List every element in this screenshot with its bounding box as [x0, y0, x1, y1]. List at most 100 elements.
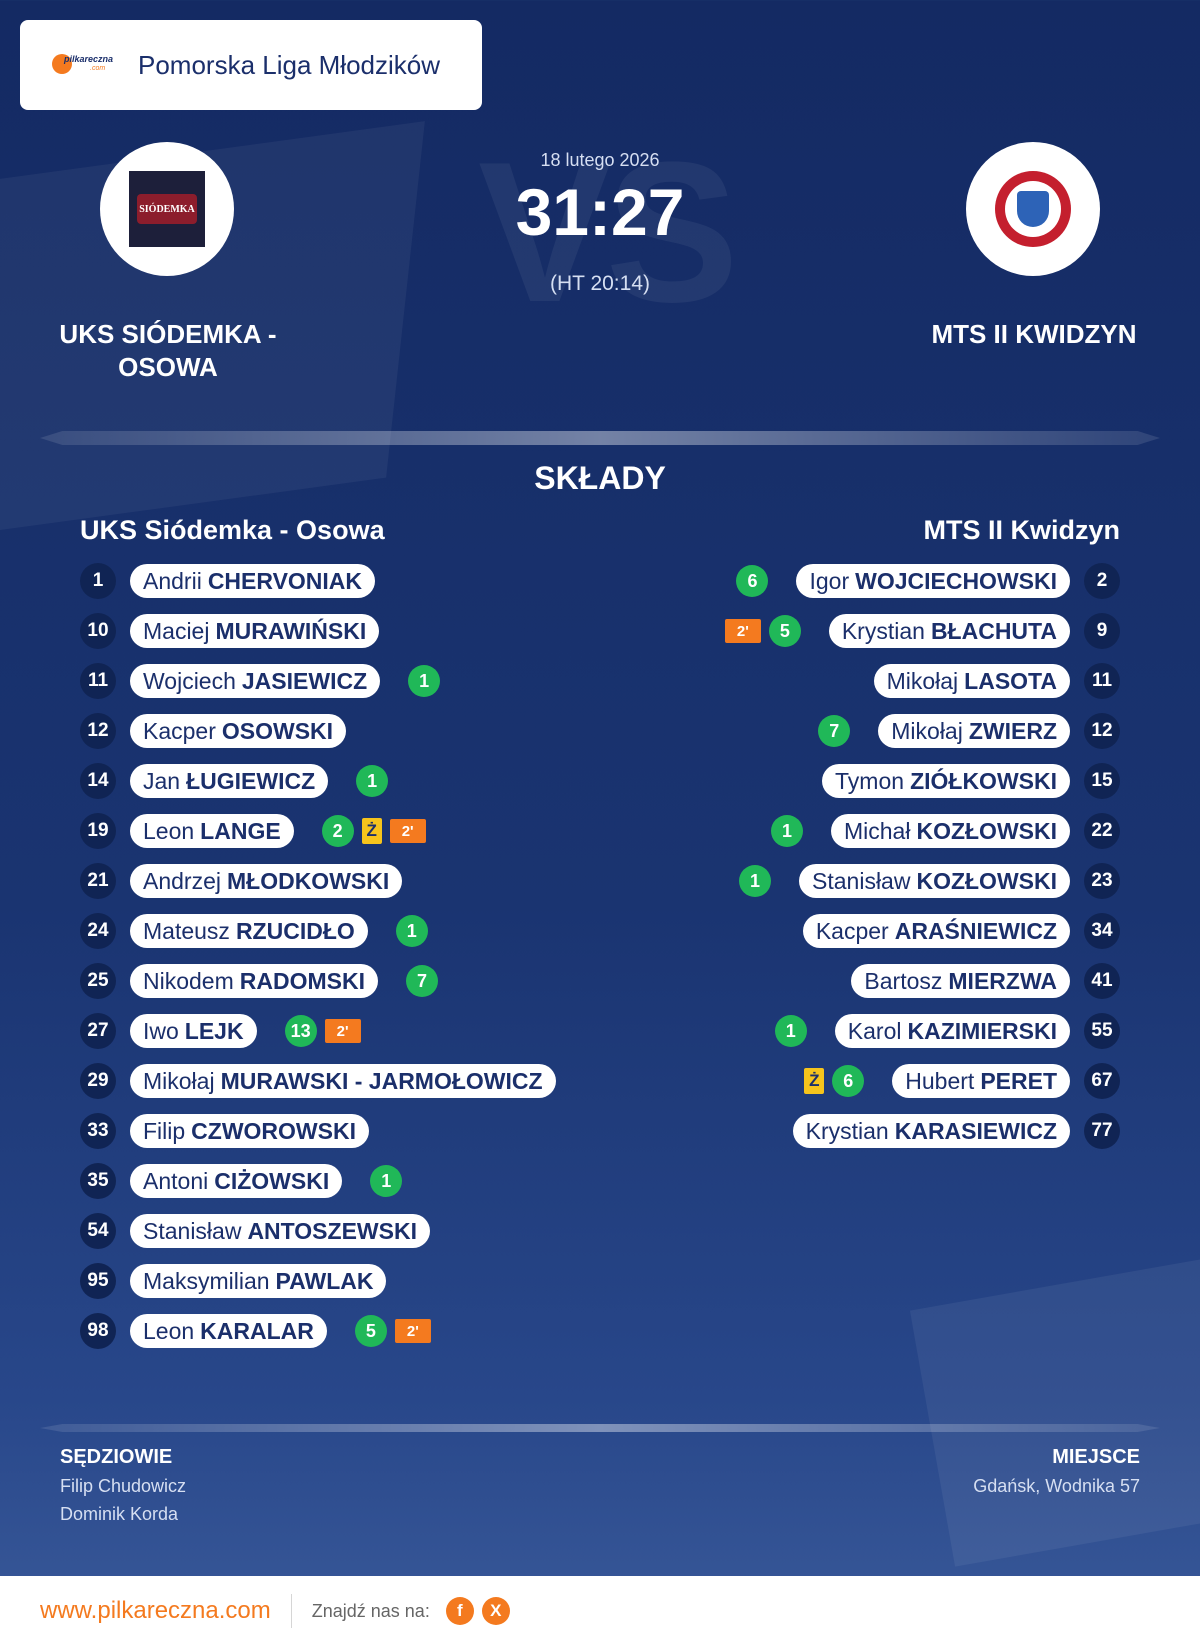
- player-first-name: Andrzej: [143, 867, 221, 894]
- player-stats: 1: [370, 1165, 403, 1197]
- player-last-name: LASOTA: [964, 667, 1057, 694]
- player-stats: 1: [774, 1015, 807, 1047]
- player-name: Filip CZWOROWSKI: [130, 1114, 369, 1148]
- goals-badge: 13: [284, 1015, 317, 1047]
- player-name: Antoni CIŻOWSKI: [130, 1164, 343, 1198]
- player-first-name: Iwo: [143, 1017, 179, 1044]
- player-stats: 1: [739, 865, 772, 897]
- player-first-name: Antoni: [143, 1167, 209, 1194]
- player-number: 35: [80, 1163, 116, 1199]
- home-team-logo: SIÓDEMKA: [100, 142, 234, 276]
- player-row: 33 Filip CZWOROWSKI: [80, 1113, 373, 1149]
- player-row: 1 Andrii CHERVONIAK: [80, 563, 379, 599]
- player-number: 15: [1084, 763, 1120, 799]
- player-number: 98: [80, 1313, 116, 1349]
- player-stats: 7: [406, 965, 438, 997]
- facebook-icon[interactable]: f: [445, 1597, 474, 1625]
- venue-address: Gdańsk, Wodnika 57: [973, 1476, 1140, 1496]
- player-name: Iwo LEJK: [130, 1014, 257, 1048]
- player-number: 11: [1084, 663, 1120, 699]
- player-name: Andrzej MŁODKOWSKI: [130, 864, 403, 898]
- player-name: Bartosz MIERZWA: [851, 964, 1070, 998]
- player-row: 77 Krystian KARASIEWICZ: [789, 1113, 1120, 1149]
- player-last-name: MURAWSKI - JARMOŁOWICZ: [220, 1067, 543, 1094]
- player-stats: 1: [770, 815, 803, 847]
- goals-badge: 1: [408, 665, 441, 697]
- player-stats: 1: [408, 665, 441, 697]
- player-first-name: Mikołaj: [143, 1067, 215, 1094]
- player-first-name: Maksymilian: [143, 1267, 270, 1294]
- player-name: Mikołaj MURAWSKI - JARMOŁOWICZ: [130, 1064, 556, 1098]
- player-number: 12: [80, 713, 116, 749]
- player-first-name: Karol: [847, 1017, 902, 1044]
- player-first-name: Kacper: [143, 717, 216, 744]
- home-lineup-title: UKS Siódemka - Osowa: [80, 515, 385, 545]
- player-last-name: JASIEWICZ: [241, 667, 368, 694]
- player-last-name: CIŻOWSKI: [214, 1167, 330, 1194]
- player-name: Andrii CHERVONIAK: [130, 564, 376, 598]
- player-name: Nikodem RADOMSKI: [130, 964, 378, 998]
- player-name: Kacper ARAŚNIEWICZ: [802, 914, 1070, 948]
- player-first-name: Maciej: [143, 617, 210, 644]
- player-name: Krystian KARASIEWICZ: [792, 1114, 1070, 1148]
- player-last-name: CZWOROWSKI: [191, 1117, 356, 1144]
- pilkareczna-logo: pilkareczna .com: [50, 50, 120, 80]
- vs-watermark: VS: [478, 121, 739, 344]
- player-stats: 6: [736, 565, 769, 597]
- player-row: 15 Tymon ZIÓŁKOWSKI: [818, 763, 1120, 799]
- player-row: 55 Karol KAZIMIERSKI 1: [774, 1013, 1120, 1049]
- player-number: 11: [80, 663, 116, 699]
- lineups-title: SKŁADY: [534, 460, 666, 496]
- player-name: Maksymilian PAWLAK: [130, 1264, 387, 1298]
- player-first-name: Kacper: [815, 917, 889, 944]
- player-number: 23: [1084, 863, 1120, 899]
- player-name: Stanisław KOZŁOWSKI: [799, 864, 1070, 898]
- player-number: 10: [80, 613, 116, 649]
- player-number: 1: [80, 563, 116, 599]
- suspension-badge: 2': [389, 819, 426, 843]
- player-row: 19 Leon LANGE 2 Ż 2': [80, 813, 426, 849]
- player-row: 10 Maciej MURAWIŃSKI: [80, 613, 383, 649]
- goals-badge: 1: [356, 765, 389, 797]
- player-last-name: RADOMSKI: [239, 967, 365, 994]
- player-first-name: Stanisław: [812, 867, 911, 894]
- player-name: Kacper OSOWSKI: [130, 714, 347, 748]
- player-number: 25: [80, 963, 116, 999]
- player-row: 12 Mikołaj ZWIERZ 7: [818, 713, 1120, 749]
- match-date: 18 lutego 2026: [540, 150, 660, 170]
- player-number: 33: [80, 1113, 116, 1149]
- site-link[interactable]: www.pilkareczna.com: [40, 1597, 271, 1624]
- player-name: Mikołaj ZWIERZ: [878, 714, 1070, 748]
- player-first-name: Michał: [843, 817, 911, 844]
- player-number: 95: [80, 1263, 116, 1299]
- player-stats: 7: [818, 715, 851, 747]
- player-number: 24: [80, 913, 116, 949]
- player-first-name: Andrii: [143, 567, 202, 594]
- player-number: 14: [80, 763, 116, 799]
- away-team-logo: [966, 142, 1100, 276]
- player-row: 27 Iwo LEJK 13 2': [80, 1013, 361, 1049]
- player-first-name: Mikołaj: [891, 717, 963, 744]
- player-number: 41: [1084, 963, 1120, 999]
- player-name: Igor WOJCIECHOWSKI: [796, 564, 1070, 598]
- player-row: 35 Antoni CIŻOWSKI 1: [80, 1163, 403, 1199]
- player-row: 22 Michał KOZŁOWSKI 1: [770, 813, 1120, 849]
- player-last-name: ANTOSZEWSKI: [247, 1217, 417, 1244]
- player-name: Mateusz RZUCIDŁO: [130, 914, 368, 948]
- player-first-name: Krystian: [841, 617, 925, 644]
- goals-badge: 5: [354, 1315, 387, 1347]
- home-logo-text: SIÓDEMKA: [137, 194, 197, 224]
- player-row: 24 Mateusz RZUCIDŁO 1: [80, 913, 428, 949]
- player-first-name: Bartosz: [864, 967, 943, 994]
- suspension-badge: 2': [724, 619, 761, 643]
- player-row: 98 Leon KARALAR 5 2': [80, 1313, 431, 1349]
- x-icon[interactable]: X: [481, 1597, 510, 1625]
- player-number: 55: [1084, 1013, 1120, 1049]
- player-number: 9: [1084, 613, 1120, 649]
- player-last-name: BŁACHUTA: [930, 617, 1057, 644]
- player-last-name: KAZIMIERSKI: [907, 1017, 1058, 1044]
- match-score: 31:27: [515, 175, 685, 249]
- player-number: 77: [1084, 1113, 1120, 1149]
- player-number: 67: [1084, 1063, 1120, 1099]
